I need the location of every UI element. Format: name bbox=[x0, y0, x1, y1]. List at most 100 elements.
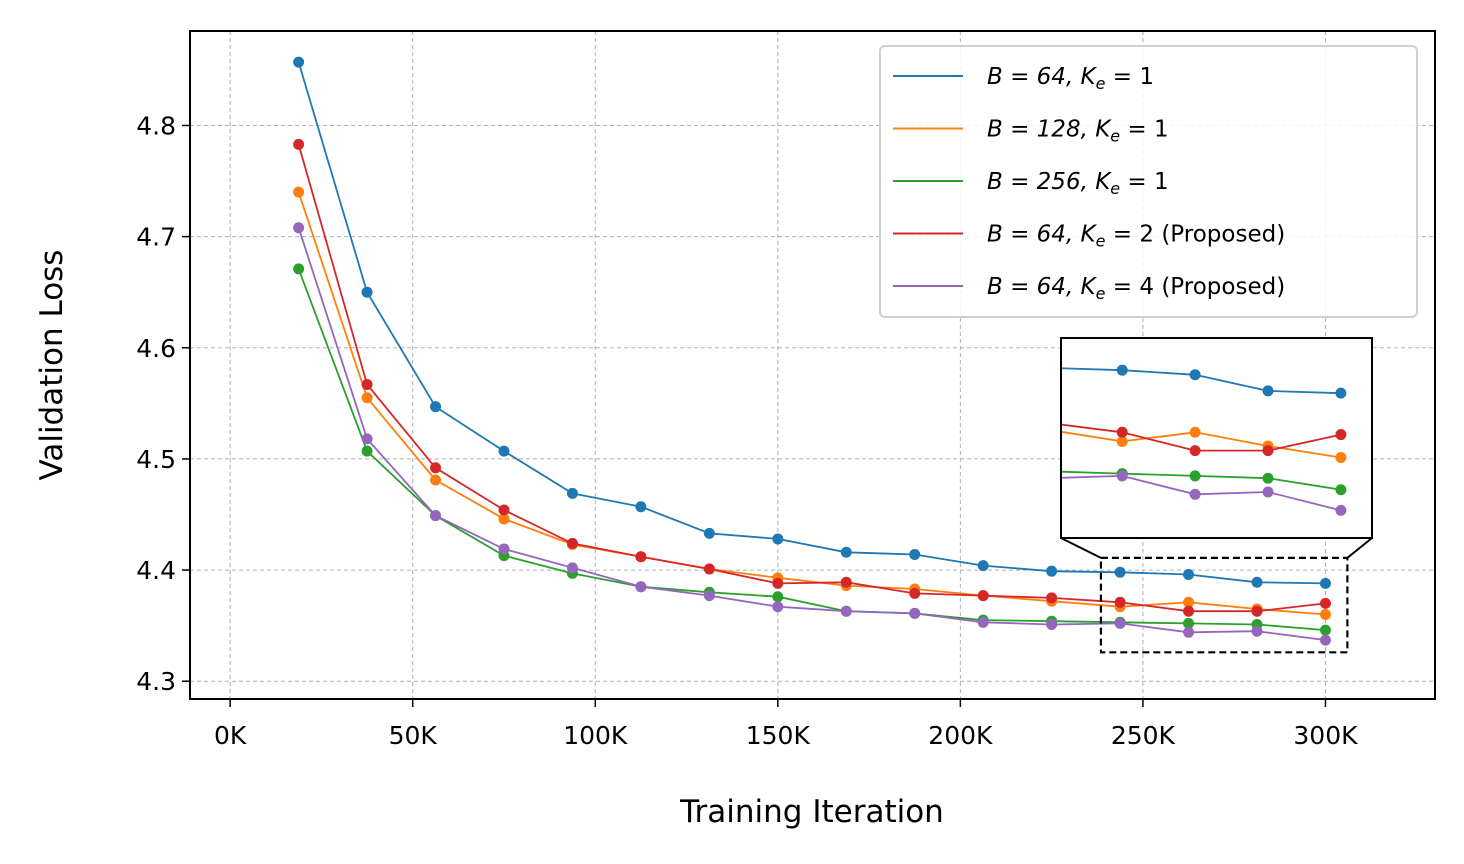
inset-point bbox=[1189, 470, 1201, 482]
data-point bbox=[293, 263, 305, 275]
inset-series bbox=[1061, 364, 1347, 516]
inset-line bbox=[1061, 470, 1342, 491]
zoom-inset bbox=[1060, 337, 1373, 539]
data-point bbox=[1046, 565, 1058, 577]
data-point bbox=[1183, 569, 1195, 581]
inset-point bbox=[1335, 484, 1347, 496]
inset-point bbox=[1189, 445, 1201, 457]
x-tick-label: 150K bbox=[746, 721, 811, 750]
legend-label: B = 64, Ke = 4 (Proposed) bbox=[987, 274, 1285, 303]
y-tick-label: 4.4 bbox=[136, 556, 176, 585]
data-point bbox=[361, 445, 373, 457]
x-tick-label: 100K bbox=[563, 721, 628, 750]
x-tick-label: 0K bbox=[214, 721, 247, 750]
data-point bbox=[703, 563, 715, 575]
inset-point bbox=[1335, 387, 1347, 399]
x-tick-label: 200K bbox=[928, 721, 993, 750]
data-point bbox=[909, 549, 921, 561]
inset-point bbox=[1189, 426, 1201, 438]
data-point bbox=[1046, 592, 1058, 604]
legend-entry: B = 128, Ke = 1 bbox=[893, 117, 1169, 146]
legend-entry: B = 256, Ke = 1 bbox=[893, 169, 1169, 198]
data-point bbox=[635, 551, 647, 563]
data-point bbox=[1183, 617, 1195, 629]
data-point bbox=[1319, 634, 1331, 646]
data-point bbox=[293, 186, 305, 198]
inset-point bbox=[1189, 369, 1201, 381]
data-point bbox=[635, 501, 647, 513]
data-point bbox=[703, 527, 715, 539]
data-point bbox=[498, 543, 510, 555]
inset-point bbox=[1262, 472, 1274, 484]
inset-point bbox=[1335, 429, 1347, 441]
inset-point bbox=[1262, 486, 1274, 498]
data-point bbox=[293, 222, 305, 234]
data-point bbox=[703, 590, 715, 602]
legend-box bbox=[879, 45, 1418, 318]
legend-entry: B = 64, Ke = 2 (Proposed) bbox=[893, 222, 1285, 251]
data-point bbox=[430, 510, 442, 522]
data-point bbox=[1319, 597, 1331, 609]
inset-point bbox=[1116, 470, 1128, 482]
data-point bbox=[430, 462, 442, 474]
inset-line bbox=[1061, 367, 1341, 395]
data-point bbox=[1183, 605, 1195, 617]
series-line bbox=[297, 227, 1326, 641]
inset-line bbox=[1061, 423, 1342, 452]
inset-point bbox=[1116, 426, 1128, 438]
data-point bbox=[1251, 576, 1263, 588]
data-point bbox=[1114, 596, 1126, 608]
plot-series bbox=[293, 56, 1331, 646]
inset-point bbox=[1116, 435, 1128, 447]
y-tick-label: 4.8 bbox=[136, 111, 176, 140]
legend-label: B = 128, Ke = 1 bbox=[987, 117, 1169, 146]
data-point bbox=[840, 546, 852, 558]
data-point bbox=[498, 445, 510, 457]
data-point bbox=[1046, 619, 1058, 631]
legend-entry: B = 64, Ke = 1 bbox=[893, 64, 1154, 93]
y-tick-label: 4.7 bbox=[136, 223, 176, 252]
data-point bbox=[361, 286, 373, 298]
data-point bbox=[772, 601, 784, 613]
data-point bbox=[977, 560, 989, 572]
y-tick-label: 4.3 bbox=[136, 667, 176, 696]
x-axis-title: Training Iteration bbox=[679, 794, 944, 830]
legend: B = 64, Ke = 1 B = 128, Ke = 1 B = 256, Ke… bbox=[879, 45, 1418, 318]
data-point bbox=[1183, 596, 1195, 608]
zoom-connector bbox=[1060, 537, 1102, 559]
data-point bbox=[498, 504, 510, 516]
inset-point bbox=[1262, 445, 1274, 457]
legend-label: B = 256, Ke = 1 bbox=[987, 169, 1169, 198]
series-4 bbox=[293, 222, 1331, 646]
data-point bbox=[977, 616, 989, 628]
inset-point bbox=[1335, 452, 1347, 464]
data-point bbox=[566, 487, 578, 499]
inset-point bbox=[1189, 488, 1201, 500]
series-line bbox=[297, 144, 1326, 613]
series-line bbox=[297, 191, 1326, 616]
data-point bbox=[977, 590, 989, 602]
y-tick-label: 4.5 bbox=[136, 445, 176, 474]
inset-point bbox=[1262, 385, 1274, 397]
data-point bbox=[361, 378, 373, 390]
x-tick-label: 250K bbox=[1111, 721, 1176, 750]
inset-series-0 bbox=[1061, 364, 1347, 399]
data-point bbox=[772, 591, 784, 603]
inset-series-3 bbox=[1061, 423, 1347, 457]
y-tick-label: 4.6 bbox=[136, 334, 176, 363]
data-point bbox=[293, 138, 305, 150]
data-point bbox=[293, 56, 305, 68]
inset-line bbox=[1061, 474, 1342, 512]
plot-frame bbox=[189, 30, 1436, 700]
data-point bbox=[772, 533, 784, 545]
data-point bbox=[430, 474, 442, 486]
data-point bbox=[361, 392, 373, 404]
inset-frame bbox=[1060, 337, 1373, 539]
data-point bbox=[566, 537, 578, 549]
data-point bbox=[909, 607, 921, 619]
data-point bbox=[840, 576, 852, 588]
data-point bbox=[566, 562, 578, 574]
data-point bbox=[1319, 609, 1331, 621]
axis-ticks: 0K 50K 100K 150K 200K 250K 300K 4.3 4.4 4.5 4.6 4.7… bbox=[136, 111, 1358, 750]
